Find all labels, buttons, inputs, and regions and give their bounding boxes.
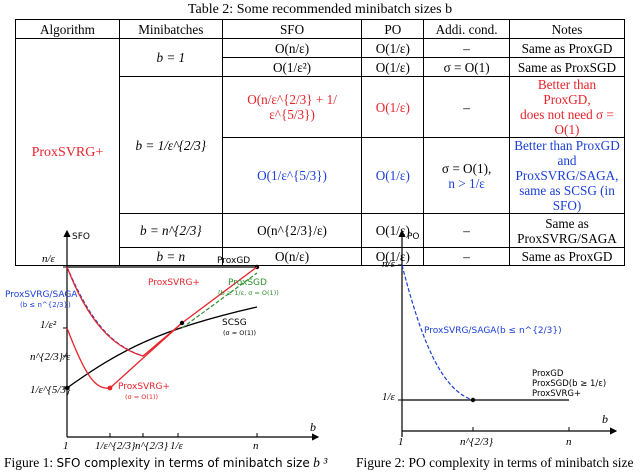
notes-line: Same as (545, 215, 589, 231)
cond-line: σ = O(1), (441, 160, 492, 176)
notes-cell: Better than ProxGD and ProxSVRG/SAGA, sa… (508, 137, 626, 214)
fig1-proxsvrg-saga-curve (66, 266, 144, 357)
table-row: b = 1/ε^{2/3} O(n/ε^{2/3} + 1/ε^{5/3}) O… (16, 76, 626, 214)
fig2-y-axis-title: PO (407, 232, 420, 242)
po-cell: O(1/ε) (361, 76, 425, 138)
cond-line: n > 1/ε (448, 175, 485, 191)
po-cell: O(1/ε) (361, 247, 425, 266)
fig2-ytick: 1/ε (382, 391, 396, 403)
figure2-plot: PO b n/ε 1/ε 1 n^{2/3} n ProxSVRG/SAGA(b… (382, 229, 618, 448)
fig1-label-proxsvrg-plus-lower: ProxSVRG+ (118, 382, 170, 392)
fig1-label-scsg: SCSG (222, 318, 247, 328)
fig1-label-proxsgd-cond: (b ≥ 1/ε, σ = O(1)) (218, 289, 279, 297)
fig1-xtick: 1/ε^{2/3} (95, 440, 136, 452)
sfo-cell: O(1/ε^{5/3}) (221, 137, 363, 214)
fig1-label-scsg-cond: (σ = O(1)) (223, 329, 256, 337)
header-po: PO (361, 19, 425, 39)
header-notes: Notes (508, 19, 626, 39)
notes-line: does not need σ = O(1) (520, 107, 614, 137)
figure1-caption-text: SFO complexity in terms of minibatch siz… (56, 456, 310, 470)
figure1-caption: Figure 1: SFO complexity in terms of min… (4, 455, 327, 471)
notes-line: same as SCSG (in SFO) (519, 183, 615, 213)
header-addi-cond: Addi. cond. (423, 19, 510, 39)
notes-cell: Better than ProxGD, does not need σ = O(… (508, 76, 626, 138)
fig1-xtick: 1/ε (170, 440, 184, 452)
fig1-label-proxgd: ProxGD (217, 256, 250, 266)
fig2-xtick: 1 (398, 436, 404, 448)
fig1-xtick: n (253, 440, 259, 452)
po-cell: O(1/ε) (361, 57, 425, 77)
fig1-label-proxsvrg-plus-lower-cond: (σ = O(1)) (125, 393, 158, 401)
notes-line: Better than ProxGD, (537, 77, 597, 107)
sfo-cell: O(n/ε) (221, 247, 363, 266)
minibatch-table: Algorithm Minibatches SFO PO Addi. cond.… (15, 19, 626, 266)
fig1-ytick: 1/ε² (40, 319, 57, 331)
table-row: ProxSVRG+ b = 1 O(n/ε) O(1/ε) – Same as … (15, 38, 626, 266)
fig1-x-axis-title: b (310, 420, 316, 434)
fig1-ytick: n/ε (42, 253, 56, 265)
header-algorithm: Algorithm (15, 19, 120, 39)
table-caption-text: Table 2: Some recommended minibatch size… (187, 2, 453, 17)
cond-cell: – (423, 38, 510, 58)
fig2-xtick: n^{2/3} (460, 436, 494, 448)
sfo-cell: O(n/ε) (221, 38, 363, 58)
table-row: O(1/ε^{5/3}) O(1/ε) σ = O(1), n > 1/ε Be… (16, 137, 626, 214)
po-cell: O(1/ε) (361, 137, 425, 214)
notes-line: Better than ProxGD and (514, 138, 620, 168)
cond-cell: σ = O(1), n > 1/ε (423, 137, 510, 214)
notes-line: ProxSVRG/SAGA (517, 230, 617, 246)
table-header-row: Algorithm Minibatches SFO PO Addi. cond.… (15, 19, 626, 39)
minibatch-cell: b = 1 (118, 38, 223, 77)
notes-cell: Same as ProxSVRG/SAGA (508, 213, 626, 248)
fig1-y-axis-title: SFO (72, 232, 90, 242)
sfo-cell: O(n/ε^{2/3} + 1/ε^{5/3}) (221, 76, 363, 138)
fig1-label-proxsvrg-saga: ProxSVRG/SAGA (5, 290, 78, 300)
header-sfo: SFO (221, 19, 363, 39)
notes-cell: Same as ProxSGD (508, 57, 626, 77)
po-cell: O(1/ε) (361, 38, 425, 58)
notes-line: ProxSVRG/SAGA, (515, 168, 619, 183)
fig1-proxsvrg-plus-lower (66, 322, 183, 389)
table-row: O(1/ε²) O(1/ε) σ = O(1) Same as ProxSGD (16, 57, 626, 77)
figure2-caption-prefix: Figure 2: (356, 455, 406, 470)
fig1-ytick: n^{2/3}/ε (30, 351, 71, 363)
sfo-cell: O(n^{2/3}/ε) (221, 213, 363, 248)
cond-cell: – (423, 247, 510, 266)
figure2-caption: Figure 2: PO complexity in terms of mini… (356, 455, 633, 471)
table-caption: Table 2: Some recommended minibatch size… (0, 2, 640, 18)
fig2-label-proxsvrg-saga: ProxSVRG/SAGA(b ≤ n^{2/3}) (424, 326, 562, 336)
figure1-plot: SFO b n/ε 1/ε² n^{2/3}/ε 1/ε^{5/3} 1 1/ε… (5, 229, 320, 452)
notes-cell: Same as ProxGD (508, 247, 626, 266)
cond-cell: σ = O(1) (423, 57, 510, 77)
figure1-caption-prefix: Figure 1: (4, 455, 54, 470)
minibatch-cell: b = n (118, 247, 223, 266)
fig2-label-proxgd: ProxGD (532, 369, 564, 379)
fig1-ytick: 1/ε^{5/3} (30, 384, 71, 396)
fig2-x-axis-title: b (602, 412, 608, 426)
header-minibatches: Minibatches (118, 19, 223, 39)
fig1-label-proxsvrg-plus: ProxSVRG+ (148, 278, 200, 288)
table-row: b = n O(n/ε) O(1/ε) – Same as ProxGD (16, 247, 626, 266)
fig1-proxsvrg-plus-upper (66, 266, 258, 357)
minibatch-cell: b = n^{2/3} (118, 213, 223, 248)
figure1-caption-suffix: b ³ (313, 455, 328, 470)
fig2-ytick: n/ε (382, 258, 396, 270)
fig1-xtick: n^{2/3} (135, 440, 169, 452)
fig2-proxsvrg-saga-curve (401, 264, 474, 401)
minibatch-cell: b = 1/ε^{2/3} (118, 76, 223, 214)
fig2-label-proxsgd: ProxSGD(b ≥ 1/ε) (532, 379, 606, 389)
fig1-xtick: 1 (63, 440, 69, 452)
fig2-xtick: n (566, 436, 572, 448)
cond-cell: – (423, 76, 510, 138)
fig1-label-proxsvrg-saga-cond: (b ≤ n^{2/3}) (20, 301, 71, 309)
sfo-cell: O(1/ε²) (221, 57, 363, 77)
fig1-label-proxsgd: ProxSGD (228, 278, 267, 288)
figure2-caption-text: PO complexity in terms of minibatch size (408, 455, 634, 470)
fig2-label-proxsvrg-plus: ProxSVRG+ (532, 389, 581, 399)
fig1-proxsgd-line (181, 272, 258, 329)
notes-cell: Same as ProxGD (508, 38, 626, 58)
fig1-scsg-curve (66, 306, 258, 389)
